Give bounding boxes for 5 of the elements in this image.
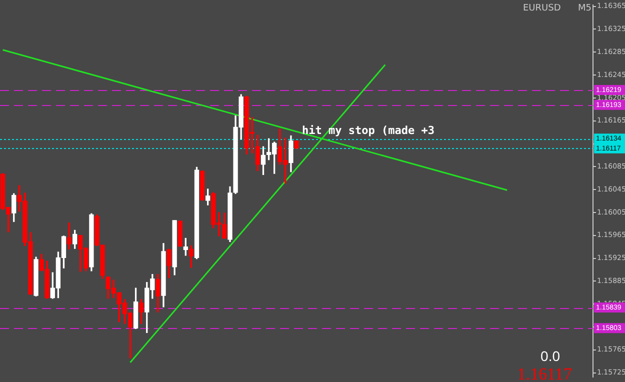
chart-title: EURUSD <box>523 3 561 14</box>
annotation: 1.16117 <box>517 364 572 382</box>
annotation: 0.0 <box>540 348 560 364</box>
chart-subtitle: M5 <box>578 3 592 14</box>
annotation: hit my stop (made +3 <box>302 124 434 137</box>
